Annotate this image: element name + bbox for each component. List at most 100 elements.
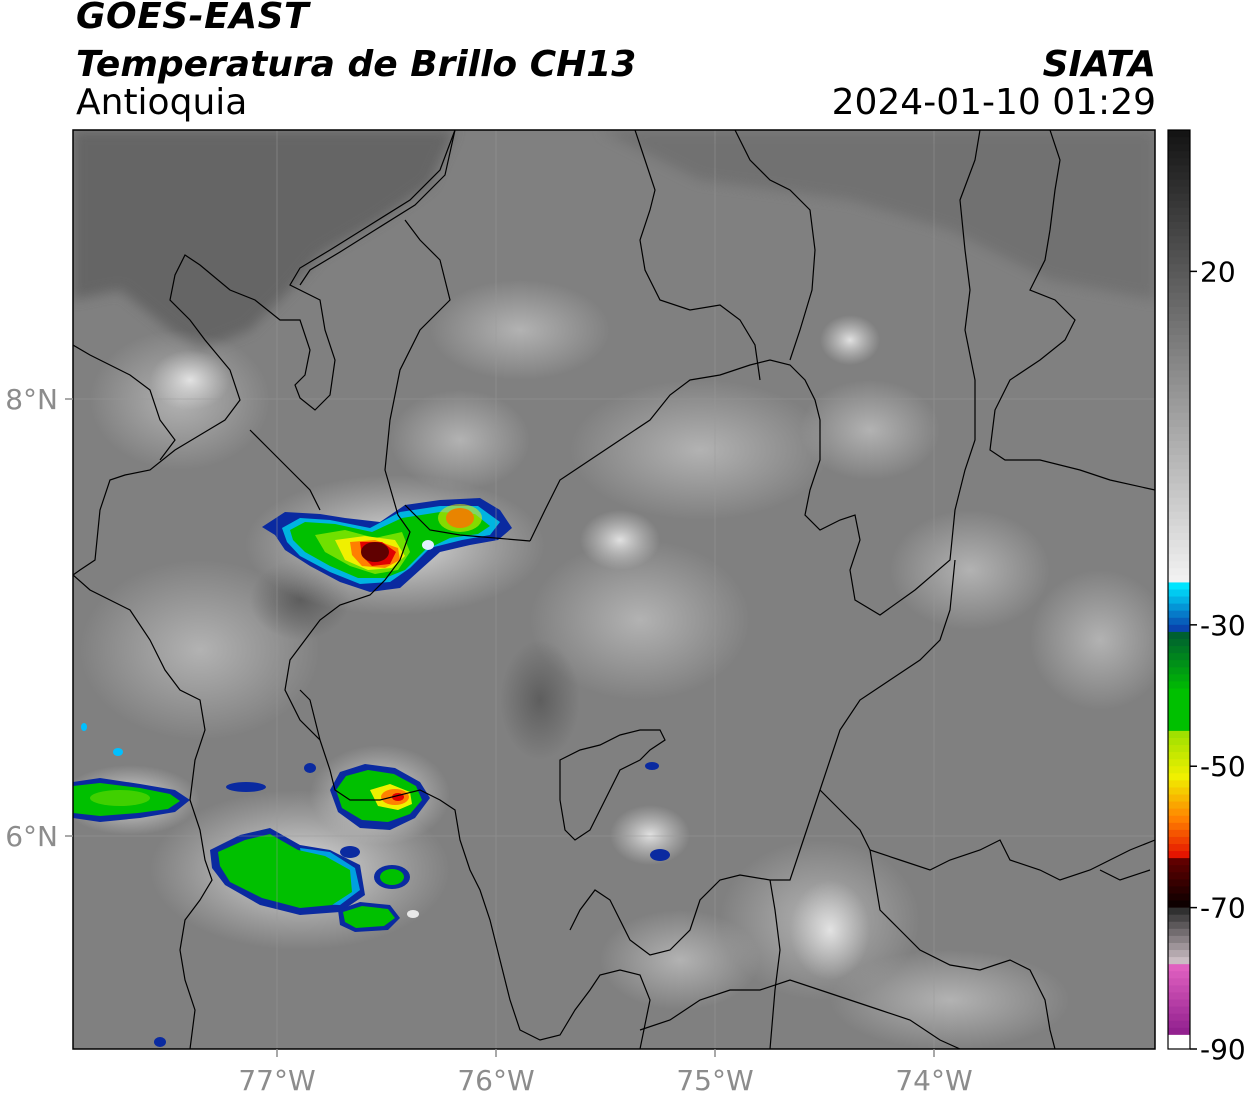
colorbar-band-red <box>1168 808 1190 817</box>
colorbar-band-gray <box>1168 532 1190 541</box>
colorbar-band-gray <box>1168 172 1190 181</box>
colorbar-band-gray <box>1168 384 1190 393</box>
colorbar-band-green <box>1168 667 1190 675</box>
colorbar-band-gray <box>1168 441 1190 449</box>
colorbar-band-purple <box>1168 992 1190 1001</box>
colorbar-band-red <box>1168 851 1190 859</box>
colorbar-band-gray <box>1168 363 1190 371</box>
colorbar-band-gray <box>1168 483 1190 492</box>
colorbar-tick-label: -30 <box>1200 609 1246 642</box>
colorbar-band-gray <box>1168 292 1190 301</box>
storm-cell-north <box>262 498 512 592</box>
colorbar-band-green <box>1168 631 1190 640</box>
colorbar-band-gray <box>1168 179 1190 188</box>
lon-tick-label: 76°W <box>457 1064 534 1097</box>
colorbar-band-gray <box>1168 554 1190 562</box>
colorbar-band-gray <box>1168 271 1190 280</box>
colorbar-band-green <box>1168 674 1190 682</box>
colorbar-band-gray <box>1168 525 1190 534</box>
colorbar-band-gray <box>1168 518 1190 527</box>
colorbar-band-gray <box>1168 335 1190 343</box>
colorbar-band-gray <box>1168 250 1190 258</box>
satellite-imagery <box>73 130 1155 1049</box>
colorbar-frame <box>1167 129 1191 1050</box>
colorbar-band-gray <box>1168 490 1190 499</box>
colorbar-band-lightgray <box>1168 914 1190 923</box>
colorbar-band-red <box>1168 780 1190 789</box>
colorbar-band-lightgray <box>1168 921 1190 930</box>
colorbar-band-gray <box>1168 299 1190 308</box>
colorbar-band-gray <box>1168 568 1190 576</box>
colorbar-band-gray <box>1168 165 1190 174</box>
colorbar-band-green <box>1168 653 1190 661</box>
colorbar-gradient <box>1168 130 1190 1050</box>
colorbar-band-blue <box>1168 582 1190 591</box>
colorbar-band-purple <box>1168 971 1190 979</box>
colorbar-band-purple <box>1168 978 1190 986</box>
colorbar-band-gray <box>1168 426 1190 435</box>
colorbar-band-darkred <box>1168 872 1190 880</box>
colorbar-band-gray <box>1168 306 1190 315</box>
colorbar-band-red <box>1168 773 1190 781</box>
colorbar-band-white <box>1168 1034 1190 1050</box>
colorbar-band-green <box>1168 709 1190 718</box>
colorbar-band-darkred <box>1168 865 1190 873</box>
datetime-label: 2024-01-10 01:29 <box>831 82 1156 123</box>
region-label: Antioquia <box>76 82 248 123</box>
colorbar-band-blue <box>1168 596 1190 605</box>
colorbar-band-red <box>1168 836 1190 845</box>
colorbar-band-purple <box>1168 999 1190 1008</box>
colorbar-band-gray <box>1168 370 1190 379</box>
colorbar-band-green <box>1168 723 1190 732</box>
lon-tick-label: 75°W <box>676 1064 753 1097</box>
boundaries <box>73 130 1155 1049</box>
colorbar-band-gray <box>1168 547 1190 555</box>
colorbar-band-gray <box>1168 228 1190 237</box>
colorbar-band-darkred <box>1168 858 1190 866</box>
colorbar-band-darkred <box>1168 893 1190 902</box>
colorbar-band-lightgray <box>1168 942 1190 951</box>
colorbar-band-yellow <box>1168 745 1190 753</box>
colorbar-band-blue <box>1168 610 1190 619</box>
colorbar-band-purple <box>1168 1020 1190 1029</box>
colorbar-band-lightgray <box>1168 957 1190 965</box>
colorbar-band-green <box>1168 681 1190 690</box>
colorbar-band-gray <box>1168 476 1190 485</box>
colorbar-band-green <box>1168 660 1190 668</box>
colorbar-band-red <box>1168 815 1190 824</box>
colorbar-tick-label: -70 <box>1200 892 1246 925</box>
colorbar-band-darkred <box>1168 900 1190 909</box>
colorbar-band-gray <box>1168 144 1190 152</box>
colorbar-band-gray <box>1168 285 1190 294</box>
colorbar-band-gray <box>1168 469 1190 477</box>
colorbar-band-gray <box>1168 455 1190 463</box>
colorbar-band-gray <box>1168 257 1190 265</box>
colorbar-band-gray <box>1168 327 1190 336</box>
colorbar-band-gray <box>1168 433 1190 442</box>
colorbar: 20 -30 -50 -70 -90 <box>1167 129 1246 1066</box>
colorbar-band-gray <box>1168 462 1190 470</box>
axis-ticks <box>65 398 935 1057</box>
colorbar-band-blue <box>1168 624 1190 633</box>
colorbar-band-yellow <box>1168 730 1190 739</box>
colorbar-band-blue <box>1168 603 1190 612</box>
colorbar-band-lightgray <box>1168 928 1190 937</box>
colorbar-band-gray <box>1168 497 1190 506</box>
colorbar-band-gray <box>1168 320 1190 329</box>
colorbar-band-yellow <box>1168 759 1190 767</box>
colorbar-band-yellow <box>1168 752 1190 760</box>
colorbar-band-green <box>1168 638 1190 647</box>
colorbar-band-gray <box>1168 200 1190 209</box>
storm-cell-southwest <box>81 723 670 1047</box>
lon-tick-label: 74°W <box>895 1064 972 1097</box>
colorbar-band-green <box>1168 702 1190 711</box>
colorbar-band-gray <box>1168 391 1190 400</box>
colorbar-band-red <box>1168 829 1190 838</box>
lat-tick-label: 8°N <box>5 383 58 416</box>
colorbar-band-red <box>1168 843 1190 852</box>
storm-cell-center <box>330 764 430 830</box>
colorbar-band-purple <box>1168 1027 1190 1036</box>
organization-label: SIATA <box>1042 44 1156 85</box>
lat-tick-label: 6°N <box>5 820 58 853</box>
colorbar-band-gray <box>1168 186 1190 195</box>
